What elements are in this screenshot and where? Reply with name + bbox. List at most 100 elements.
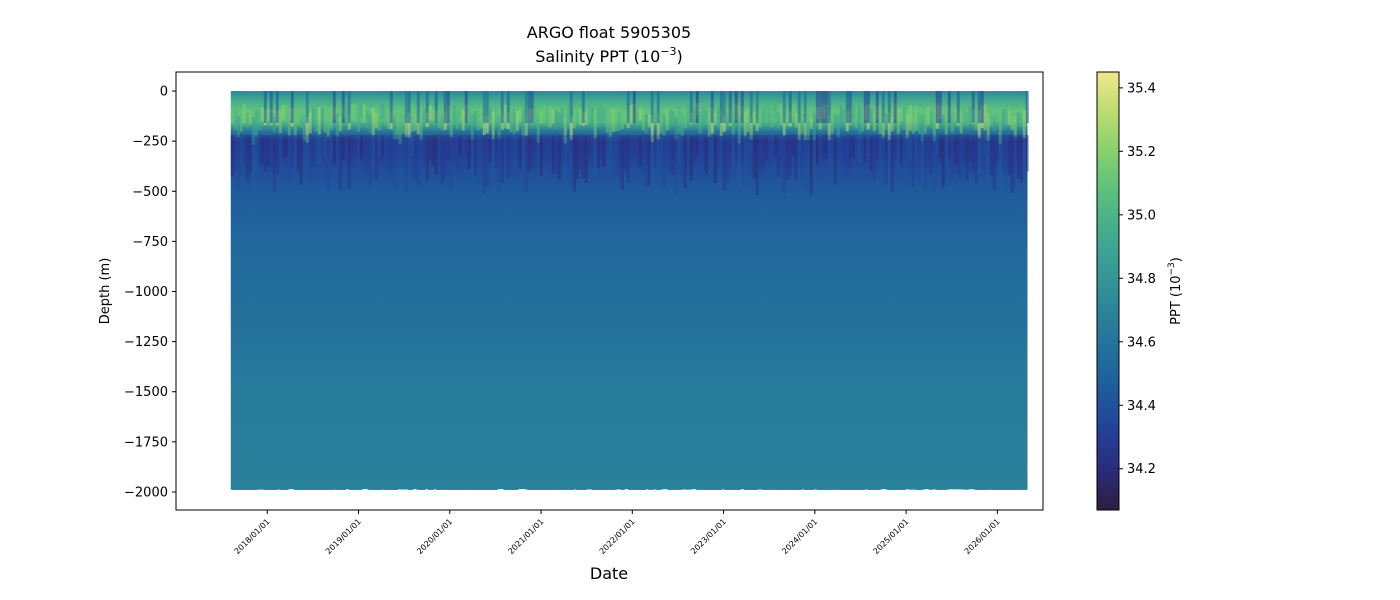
streak-high-salinity [977,110,981,138]
streak-high-salinity [380,104,384,119]
x-axis: 2018/01/01 2019/01/01 2020/01/01 2021/01/01… [233,510,1002,556]
streak-high-salinity [842,107,846,127]
streak-low-salinity [890,135,894,193]
streak-high-salinity [803,116,807,141]
streak-low-salinity [428,135,432,161]
streak-high-salinity [989,110,993,126]
streak-high-salinity [923,115,927,134]
streak-low-salinity [911,135,915,187]
streak-high-salinity [272,116,276,133]
streak-high-salinity [671,110,675,127]
streak-low-salinity [860,135,864,171]
streak-low-salinity [623,135,627,171]
streak-low-salinity [401,135,405,175]
streak-high-salinity [614,106,618,132]
streak-high-salinity [791,104,795,118]
streak-low-salinity [626,135,630,183]
streak-low-salinity [578,135,582,169]
streak-low-salinity [257,135,261,171]
streak-surface [527,91,531,124]
streak-low-salinity [467,135,471,170]
streak-surface [848,91,852,124]
streak-surface [626,91,630,124]
streak-low-salinity [323,135,327,157]
streak-low-salinity [662,135,666,187]
streak-surface [434,91,438,124]
streak-high-salinity [881,115,885,138]
streak-low-salinity [443,135,447,179]
streak-low-salinity [515,135,519,176]
streak-high-salinity [770,104,774,128]
streak-high-salinity [350,103,354,120]
streak-high-salinity [455,109,459,129]
streak-high-salinity [359,105,363,117]
streak-high-salinity [929,110,933,129]
streak-low-salinity [407,135,411,180]
streak-low-salinity [935,135,939,155]
streak-low-salinity [296,135,300,172]
streak-low-salinity [845,135,849,177]
streak-low-salinity [932,135,936,193]
streak-high-salinity [344,103,348,124]
streak-surface [269,91,273,124]
streak-surface [656,91,660,124]
streak-low-salinity [878,135,882,171]
streak-low-salinity [383,135,387,155]
streak-high-salinity [305,116,309,143]
streak-surface [569,91,573,124]
streak-high-salinity [383,103,387,125]
streak-high-salinity [407,112,411,138]
streak-surface [740,91,744,124]
streak-low-salinity [317,135,321,165]
streak-low-salinity [854,135,858,165]
streak-low-salinity [899,135,903,166]
streak-low-salinity [701,135,705,164]
streak-low-salinity [1004,135,1008,160]
streak-high-salinity [440,114,444,131]
streak-high-salinity [608,110,612,138]
salinity-field [230,91,1028,490]
streak-low-salinity [422,135,426,169]
streak-high-salinity [830,111,834,134]
streak-high-salinity [437,105,441,129]
streak-high-salinity [521,108,525,136]
streak-low-salinity [833,135,837,185]
streak-high-salinity [254,109,258,138]
streak-high-salinity [245,113,249,128]
y-tick-label: −1000 [124,285,168,300]
streak-surface [734,91,738,124]
streak-low-salinity [875,135,879,161]
streak-high-salinity [584,113,588,126]
streak-low-salinity [776,135,780,179]
streak-high-salinity [683,115,687,129]
streak-low-salinity [389,135,393,176]
streak-low-salinity [638,135,642,167]
streak-high-salinity [326,116,330,138]
streak-low-salinity [737,135,741,189]
streak-high-salinity [755,117,759,132]
streak-high-salinity [995,106,999,123]
streak-surface [803,91,807,124]
streak-low-salinity [905,135,909,186]
streak-low-salinity [752,135,756,179]
streak-low-salinity [575,135,579,180]
streak-low-salinity [998,135,1002,192]
streak-surface [719,91,723,124]
streak-low-salinity [392,135,396,192]
streak-low-salinity [479,135,483,163]
streak-high-salinity [296,109,300,126]
streak-low-salinity [518,135,522,170]
streak-high-salinity [911,115,915,134]
streak-high-salinity [377,104,381,131]
streak-low-salinity [410,135,414,157]
streak-low-salinity [536,135,540,195]
streak-low-salinity [1019,135,1023,183]
streak-high-salinity [647,114,651,128]
streak-high-salinity [251,117,255,145]
streak-low-salinity [992,135,996,190]
streak-low-salinity [572,135,576,192]
streak-high-salinity [545,106,549,127]
streak-high-salinity [944,107,948,135]
streak-high-salinity [620,116,624,130]
streak-low-salinity [452,135,456,161]
